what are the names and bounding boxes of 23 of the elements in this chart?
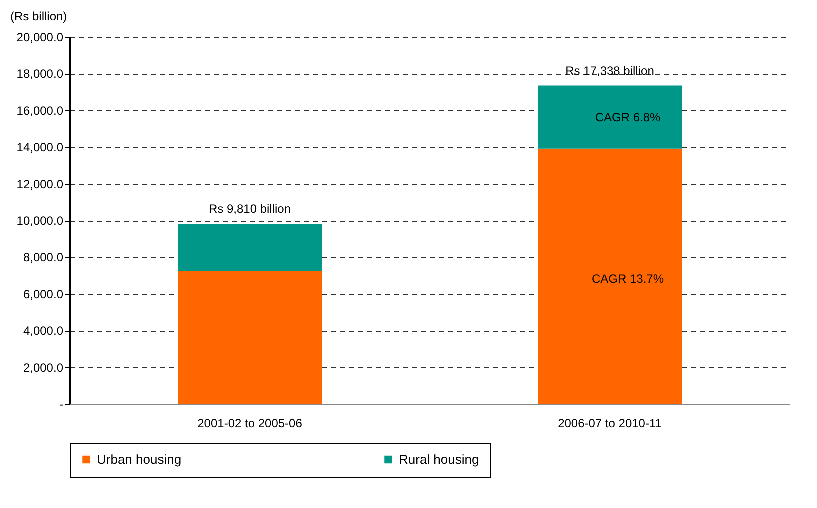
bar	[538, 86, 682, 149]
y-tick-label: 14,000.0	[16, 140, 64, 155]
y-tick-label: 20,000.0	[16, 30, 64, 44]
y-tick-label: -	[60, 398, 64, 412]
y-axis-title: (Rs billion)	[10, 10, 68, 24]
y-tick-label: 10,000.0	[16, 214, 64, 228]
annotation: Rs 9,810 billion	[208, 202, 292, 216]
legend-label: Urban housing	[97, 452, 182, 467]
bar	[178, 224, 322, 271]
y-tick-label: 12,000.0	[16, 177, 64, 192]
legend-label: Rural housing	[399, 452, 480, 467]
bar	[178, 270, 322, 404]
y-tick-label: 6,000.0	[23, 287, 64, 302]
y-tick-label: 4,000.0	[23, 324, 64, 338]
bar	[538, 148, 682, 404]
x-tick-label: 2006-07 to 2010-11	[558, 416, 662, 430]
y-tick-label: 2,000.0	[23, 360, 64, 375]
annotation: CAGR 13.7%	[592, 272, 664, 286]
y-tick-label: 8,000.0	[23, 250, 64, 265]
x-tick-label: 2001-02 to 2005-06	[198, 416, 303, 430]
y-tick-label: 18,000.0	[16, 67, 64, 82]
annotation: CAGR 6.8%	[595, 110, 662, 125]
y-tick-label: 16,000.0	[16, 104, 64, 118]
